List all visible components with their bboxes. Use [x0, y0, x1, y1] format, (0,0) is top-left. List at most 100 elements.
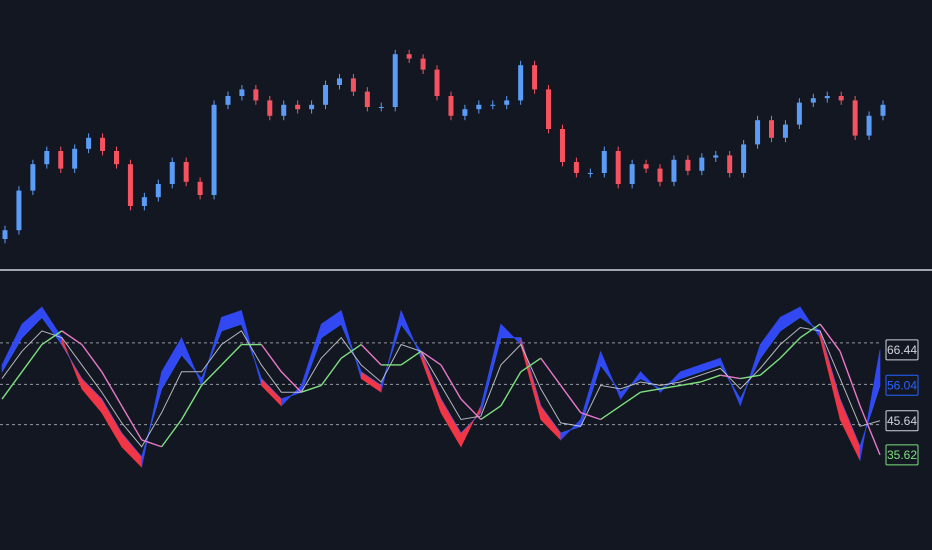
candle-body	[810, 98, 816, 103]
signal-segment	[799, 323, 821, 339]
candle-body	[852, 100, 858, 136]
signal-segment	[1, 371, 23, 400]
signal-segment	[340, 343, 362, 359]
candle-body	[183, 162, 189, 182]
candle-body	[378, 107, 384, 108]
candle-body	[295, 104, 301, 110]
last-value-label: 35.62	[887, 448, 917, 462]
signal-segment	[420, 350, 442, 366]
last-value-label: 56.04	[887, 378, 917, 392]
signal-segment	[460, 398, 482, 420]
candle-body	[323, 85, 329, 105]
candle-body	[657, 168, 663, 182]
signal-segment	[41, 330, 63, 346]
signal-segment	[839, 351, 861, 407]
candle-body	[448, 96, 454, 116]
candle-body	[546, 89, 552, 129]
candle-body	[504, 100, 510, 105]
signal-segment	[360, 344, 382, 366]
candle-body	[86, 137, 92, 149]
candle-body	[239, 89, 245, 96]
candle-body	[769, 120, 775, 138]
candle-body	[309, 104, 315, 110]
signal-segment	[620, 391, 641, 407]
signal-segment	[21, 344, 43, 373]
candle-body	[44, 151, 50, 165]
candle-body	[573, 162, 579, 173]
candle-body	[741, 144, 747, 173]
candle-body	[615, 151, 621, 184]
signal-segment	[480, 405, 502, 421]
signal-segment	[260, 344, 282, 373]
candle-body	[685, 159, 691, 171]
candle-body	[629, 164, 635, 184]
candle-body	[281, 104, 287, 116]
candle-body	[113, 151, 119, 165]
candle-body	[211, 104, 217, 195]
signal-segment	[720, 374, 741, 380]
last-value-box	[885, 444, 919, 466]
candle-body	[406, 54, 412, 59]
indicator-line	[1, 326, 881, 448]
candle-body	[490, 104, 496, 106]
candle-body	[713, 155, 719, 158]
candle-body	[559, 129, 565, 162]
candle-body	[532, 65, 538, 90]
signal-segment	[161, 419, 183, 448]
signal-segment	[280, 371, 302, 393]
signal-segment	[320, 357, 342, 386]
candle-body	[462, 109, 468, 116]
candle-body	[58, 151, 64, 169]
candle-body	[225, 96, 231, 105]
candle-body	[392, 54, 398, 107]
candle-body	[601, 151, 607, 173]
indicator-line	[1, 316, 881, 459]
signal-segment	[121, 405, 143, 441]
signal-segment	[520, 357, 542, 373]
signal-segment	[440, 364, 462, 400]
candle-body	[518, 65, 524, 101]
candle-body	[782, 124, 788, 138]
signal-segment	[220, 344, 242, 366]
last-value-box	[885, 339, 919, 361]
candle-body	[671, 159, 677, 182]
signal-segment	[560, 384, 582, 414]
candle-body	[155, 184, 161, 198]
signal-segment	[301, 384, 322, 393]
candle-body	[197, 181, 203, 195]
signal-segment	[660, 384, 681, 390]
signal-segment	[180, 385, 203, 420]
candle-body	[72, 148, 78, 169]
candle-body	[100, 137, 106, 151]
candle-body	[127, 164, 133, 206]
candle-body	[643, 164, 649, 169]
signal-segment	[859, 405, 881, 456]
signal-segment	[580, 412, 601, 421]
last-value-box	[885, 374, 919, 396]
signal-segment	[81, 344, 103, 373]
signal-segment	[819, 323, 841, 352]
signal-segment	[500, 371, 522, 407]
candle-body	[838, 96, 844, 101]
signal-segment	[540, 357, 562, 386]
signal-segment	[600, 405, 621, 421]
signal-segment	[640, 388, 661, 393]
signal-segment	[61, 330, 83, 346]
candle-body	[699, 157, 705, 171]
signal-segment	[201, 364, 223, 386]
signal-segment	[700, 374, 721, 383]
candle-body	[796, 102, 802, 125]
candle-body	[866, 115, 872, 136]
candle-body	[253, 89, 259, 101]
candle-body	[2, 230, 8, 239]
candle-body	[420, 58, 426, 70]
last-value-label: 66.44	[887, 343, 917, 357]
candle-body	[364, 91, 370, 107]
signal-segment	[759, 357, 781, 376]
signal-segment	[400, 350, 422, 366]
candle-body	[30, 164, 36, 191]
signal-segment	[680, 381, 701, 387]
candle-body	[434, 69, 440, 96]
